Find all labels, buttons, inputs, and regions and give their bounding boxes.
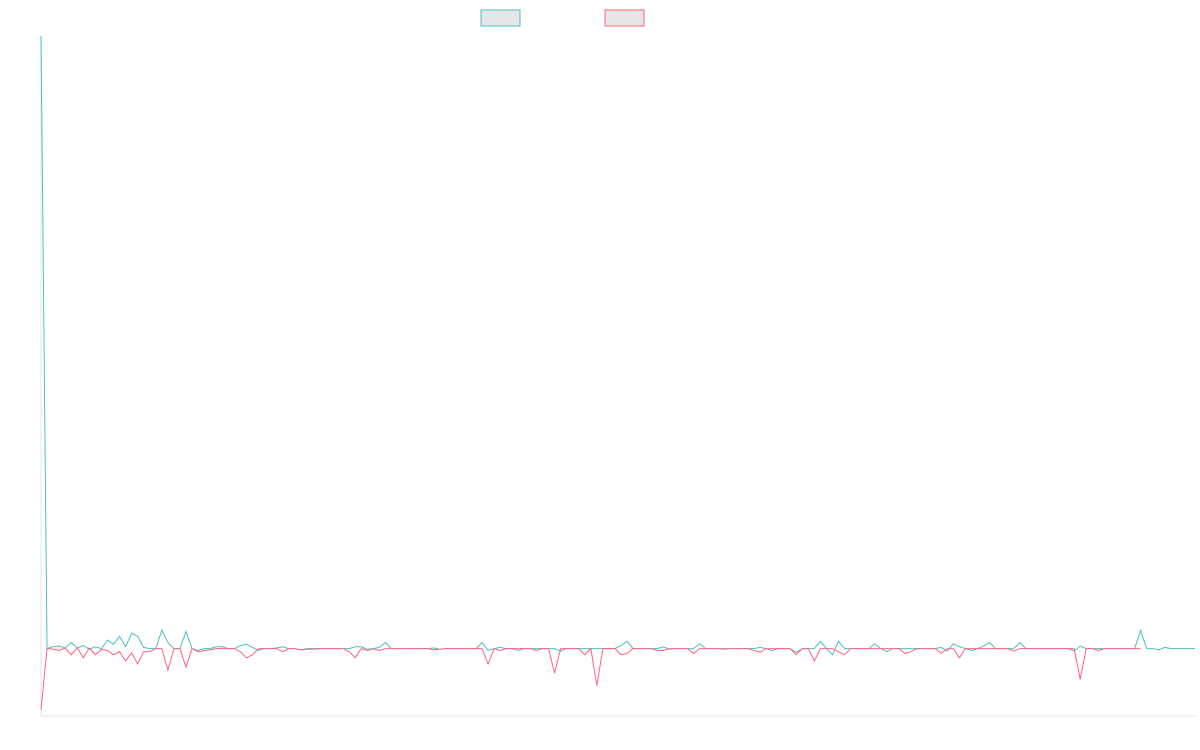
series-layer	[40, 35, 1195, 710]
series-line-2	[40, 647, 1141, 710]
legend-swatch-1	[480, 9, 521, 27]
legend-swatch-2	[604, 9, 645, 27]
series-line-1	[40, 35, 1195, 656]
axes	[40, 36, 1195, 717]
legend	[480, 9, 645, 27]
